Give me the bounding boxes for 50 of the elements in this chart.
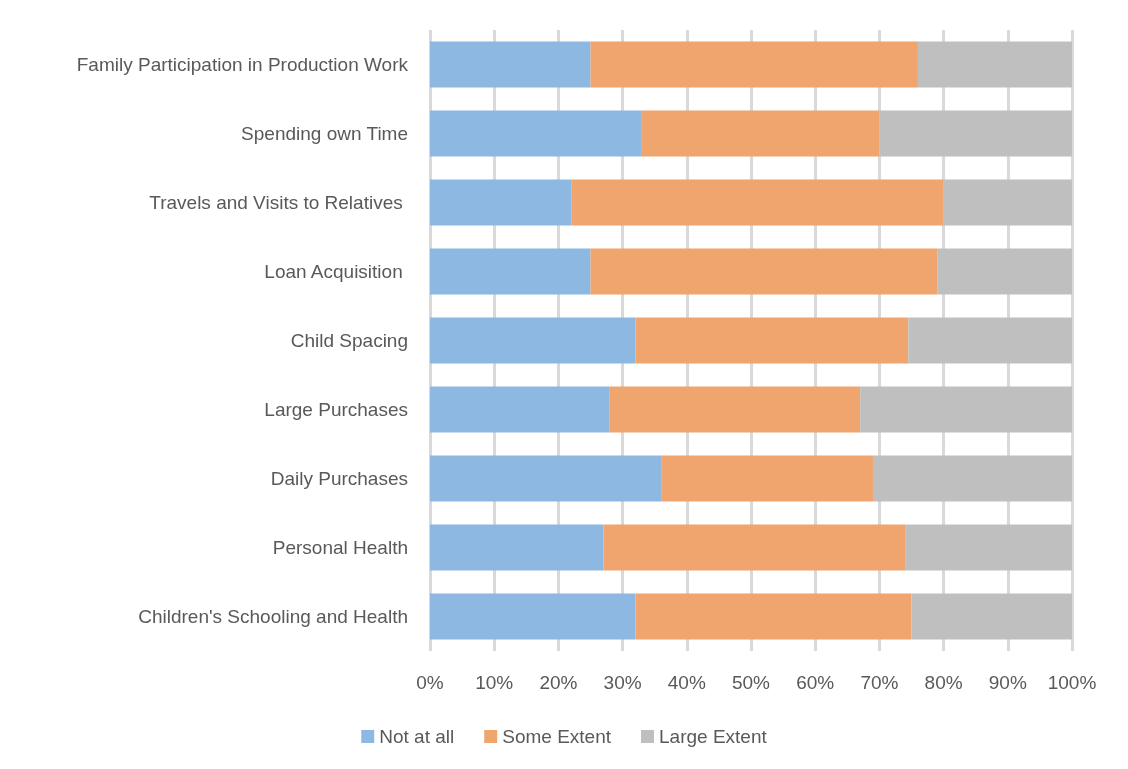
bar: [603, 524, 906, 571]
bar: [430, 248, 591, 295]
bar: [635, 317, 909, 364]
y-tick-label: Children's Schooling and Health: [138, 606, 408, 627]
x-tick-label: 0%: [416, 672, 444, 693]
bar: [908, 317, 1072, 364]
bar: [879, 110, 1072, 157]
x-tick-label: 100%: [1047, 672, 1097, 693]
bar: [430, 110, 642, 157]
x-tick-label: 30%: [603, 672, 642, 693]
bar: [430, 179, 572, 226]
x-tick-label: 60%: [796, 672, 835, 693]
y-tick-label: Daily Purchases: [270, 468, 408, 489]
legend-label: Large Extent: [659, 726, 768, 747]
bar: [860, 386, 1072, 433]
bar: [635, 593, 912, 640]
bar: [943, 179, 1072, 226]
bar: [872, 455, 1072, 502]
bar: [590, 41, 918, 88]
bar: [609, 386, 861, 433]
x-tick-label: 80%: [924, 672, 963, 693]
y-tick-label: Spending own Time: [241, 123, 408, 144]
y-tick-label: Loan Acquisition: [264, 261, 408, 282]
y-tick-label: Large Purchases: [264, 399, 408, 420]
y-tick-label: Travels and Visits to Relatives: [149, 192, 408, 213]
bar: [937, 248, 1072, 295]
bar: [641, 110, 880, 157]
bar: [661, 455, 873, 502]
legend-label: Some Extent: [502, 726, 612, 747]
x-tick-label: 20%: [539, 672, 578, 693]
y-tick-label: Family Participation in Production Work: [76, 54, 409, 75]
bar: [917, 41, 1072, 88]
bar: [590, 248, 938, 295]
bar: [430, 593, 636, 640]
bar: [571, 179, 944, 226]
bar: [905, 524, 1072, 571]
x-tick-label: 50%: [731, 672, 771, 693]
bar: [430, 386, 610, 433]
bar: [430, 317, 636, 364]
x-tick-label: 90%: [988, 672, 1027, 693]
legend-label: Not at all: [379, 726, 455, 747]
y-tick-label: Child Spacing: [290, 330, 408, 351]
bar: [430, 524, 604, 571]
y-tick-label: Personal Health: [272, 537, 408, 558]
x-tick-label: 10%: [475, 672, 514, 693]
bar: [430, 41, 591, 88]
bar: [430, 455, 662, 502]
x-tick-label: 40%: [667, 672, 706, 693]
bar: [911, 593, 1072, 640]
x-tick-label: 70%: [860, 672, 899, 693]
